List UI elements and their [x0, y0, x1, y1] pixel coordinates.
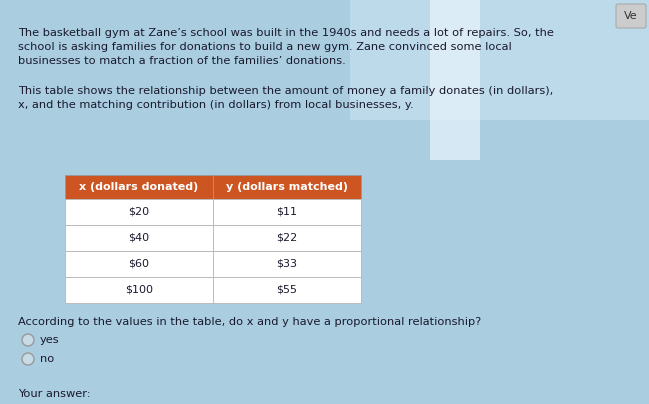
Text: The basketball gym at Zane’s school was built in the 1940s and needs a lot of re: The basketball gym at Zane’s school was … — [18, 28, 554, 38]
Text: $55: $55 — [276, 285, 297, 295]
Circle shape — [22, 334, 34, 346]
Bar — [65, 277, 361, 303]
Circle shape — [22, 353, 34, 365]
Text: This table shows the relationship between the amount of money a family donates (: This table shows the relationship betwee… — [18, 86, 553, 96]
Text: $100: $100 — [125, 285, 153, 295]
Bar — [65, 251, 361, 277]
Bar — [350, 0, 649, 120]
Text: yes: yes — [40, 335, 60, 345]
Bar — [65, 225, 361, 251]
Text: Ve: Ve — [624, 11, 638, 21]
Bar — [430, 0, 480, 160]
FancyBboxPatch shape — [616, 4, 646, 28]
Text: Your answer:: Your answer: — [18, 389, 91, 399]
Bar — [65, 175, 361, 199]
Text: x (dollars donated): x (dollars donated) — [79, 182, 199, 192]
Text: x, and the matching contribution (in dollars) from local businesses, y.: x, and the matching contribution (in dol… — [18, 100, 413, 110]
Text: $22: $22 — [276, 233, 298, 243]
Text: businesses to match a fraction of the families’ donations.: businesses to match a fraction of the fa… — [18, 56, 346, 66]
Text: According to the values in the table, do x and y have a proportional relationshi: According to the values in the table, do… — [18, 317, 482, 327]
Text: $20: $20 — [129, 207, 149, 217]
Text: y (dollars matched): y (dollars matched) — [226, 182, 348, 192]
Text: $33: $33 — [276, 259, 297, 269]
Bar — [65, 199, 361, 225]
Text: $11: $11 — [276, 207, 297, 217]
Text: school is asking families for donations to build a new gym. Zane convinced some : school is asking families for donations … — [18, 42, 512, 52]
Text: no: no — [40, 354, 55, 364]
Text: $40: $40 — [129, 233, 149, 243]
Text: $60: $60 — [129, 259, 149, 269]
